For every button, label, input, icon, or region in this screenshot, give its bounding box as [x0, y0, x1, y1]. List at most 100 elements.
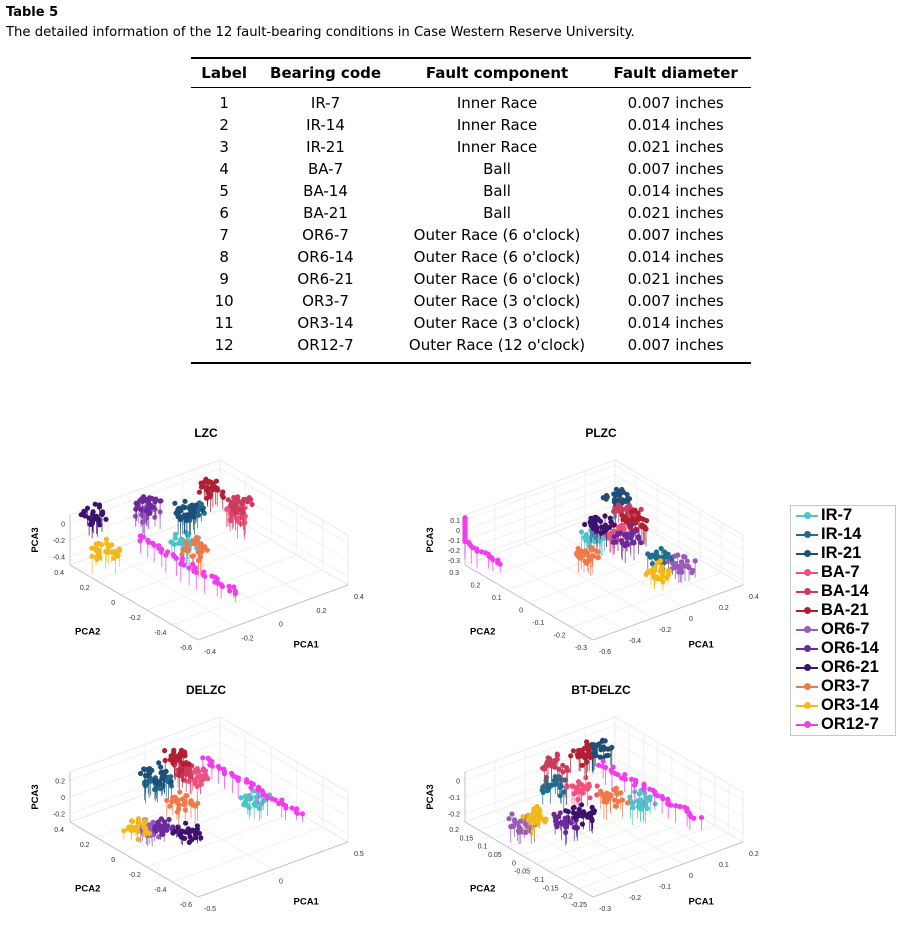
data-point — [586, 750, 592, 757]
data-point — [170, 824, 176, 830]
data-point — [165, 549, 171, 555]
data-point — [682, 804, 688, 810]
cell-fault-component: Ball — [483, 160, 511, 178]
cell-fault-component: Outer Race (6 o'clock) — [413, 226, 581, 244]
data-point — [570, 805, 576, 811]
data-point — [183, 820, 189, 826]
data-point — [200, 755, 206, 761]
data-point — [99, 509, 106, 515]
legend-marker-icon — [804, 664, 811, 671]
data-point — [557, 810, 563, 816]
data-point — [619, 797, 625, 803]
data-point — [583, 560, 590, 566]
data-point — [560, 762, 566, 768]
data-point — [161, 826, 167, 832]
data-point — [135, 836, 141, 842]
data-point — [162, 757, 168, 763]
z-axis-label: PCA3 — [30, 784, 41, 809]
scatter-cluster-or12-7 — [200, 755, 306, 823]
y-tick-label: -0.1 — [532, 877, 544, 884]
data-point — [168, 778, 174, 785]
data-point — [679, 559, 685, 565]
legend-item: BA-14 — [791, 582, 895, 601]
data-point — [186, 839, 192, 845]
cell-label: 6 — [219, 204, 229, 222]
cell-bearing-code: OR3-14 — [297, 314, 354, 332]
scatter-cluster-ba-21 — [568, 739, 594, 780]
data-point — [248, 780, 254, 786]
data-point — [132, 513, 138, 519]
cell-fault-component: Inner Race — [456, 116, 538, 134]
data-point — [588, 546, 594, 552]
data-point — [193, 502, 199, 508]
plot-plzc: PLZC -0.6 -0.4 -0.2 0 0.2 0.4 -0.3 -0.2 -0.1 0 0.1 0… — [425, 426, 759, 656]
cell-fault-diameter: 0.014 inches — [627, 314, 724, 332]
scatter-cluster-or6-14 — [133, 494, 164, 530]
data-point — [583, 532, 589, 538]
data-point — [183, 516, 189, 522]
scatter-cluster-or3-7 — [164, 789, 201, 827]
chart-title: PLZC — [585, 426, 617, 440]
scatter-cluster-or12-7 — [137, 533, 238, 602]
plot-delzc: DELZC -0.5 0 0.5 -0.6 -0.4 -0.2 0 0.2 0.4 -0.2 0 0.2… — [30, 683, 364, 913]
cell-bearing-code: IR-7 — [310, 94, 341, 112]
data-point — [563, 823, 569, 829]
cell-bearing-code: OR6-21 — [297, 270, 354, 288]
x-tick-label: 0.2 — [719, 605, 729, 612]
data-point — [617, 493, 623, 499]
data-point — [564, 783, 570, 789]
data-point — [140, 519, 146, 525]
y-axis-label: PCA2 — [75, 626, 100, 637]
data-point — [179, 555, 186, 561]
z-tick-label: -0.2 — [53, 538, 65, 545]
data-point — [660, 569, 666, 576]
data-point — [647, 554, 653, 560]
data-point — [565, 814, 571, 821]
data-point — [582, 812, 588, 818]
z-tick-label: -0.2 — [448, 812, 460, 819]
data-point — [692, 558, 698, 564]
data-point — [210, 481, 216, 488]
data-point — [599, 524, 605, 530]
data-point — [92, 501, 98, 507]
data-point — [586, 781, 592, 787]
data-point — [598, 788, 604, 794]
table-caption: The detailed information of the 12 fault… — [6, 25, 635, 40]
data-point — [578, 549, 584, 555]
scatter-cluster-or3-14 — [520, 803, 549, 839]
data-point — [232, 505, 238, 511]
table-row: 10 OR3-7 Outer Race (3 o'clock) 0.007 inche… — [191, 290, 751, 312]
table-row: 3 IR-21 Inner Race 0.021 inches — [191, 136, 751, 158]
x-tick-label: 0 — [279, 622, 283, 629]
scatter-cluster-or6-21 — [563, 802, 597, 834]
data-point — [192, 769, 198, 775]
data-point — [681, 554, 687, 560]
legend-item: IR-14 — [791, 525, 895, 544]
scatter-cluster-or12-7 — [462, 515, 503, 573]
data-point — [182, 504, 188, 510]
table-row: 1 IR-7 Inner Race 0.007 inches — [191, 88, 751, 115]
data-point — [201, 479, 207, 485]
y-tick-label: 0 — [111, 600, 115, 607]
legend-marker-icon — [804, 512, 811, 519]
data-point — [158, 764, 164, 770]
data-point — [134, 503, 140, 509]
data-point — [516, 824, 522, 830]
data-point — [636, 535, 642, 541]
y-axis-label: PCA2 — [470, 883, 495, 894]
scatter-cluster-or6-7 — [665, 552, 698, 584]
cell-fault-diameter: 0.007 inches — [627, 94, 724, 112]
data-point — [181, 750, 187, 756]
data-point — [509, 811, 515, 817]
data-point — [93, 541, 99, 547]
data-point — [170, 830, 176, 836]
x-axis-label: PCA1 — [294, 639, 320, 650]
data-point — [171, 541, 177, 547]
x-tick-label: 0.1 — [719, 862, 729, 869]
data-point — [225, 497, 231, 503]
data-point — [89, 545, 95, 551]
data-point — [141, 831, 147, 837]
data-point — [622, 514, 628, 520]
data-point — [651, 567, 657, 573]
data-point — [640, 524, 646, 530]
